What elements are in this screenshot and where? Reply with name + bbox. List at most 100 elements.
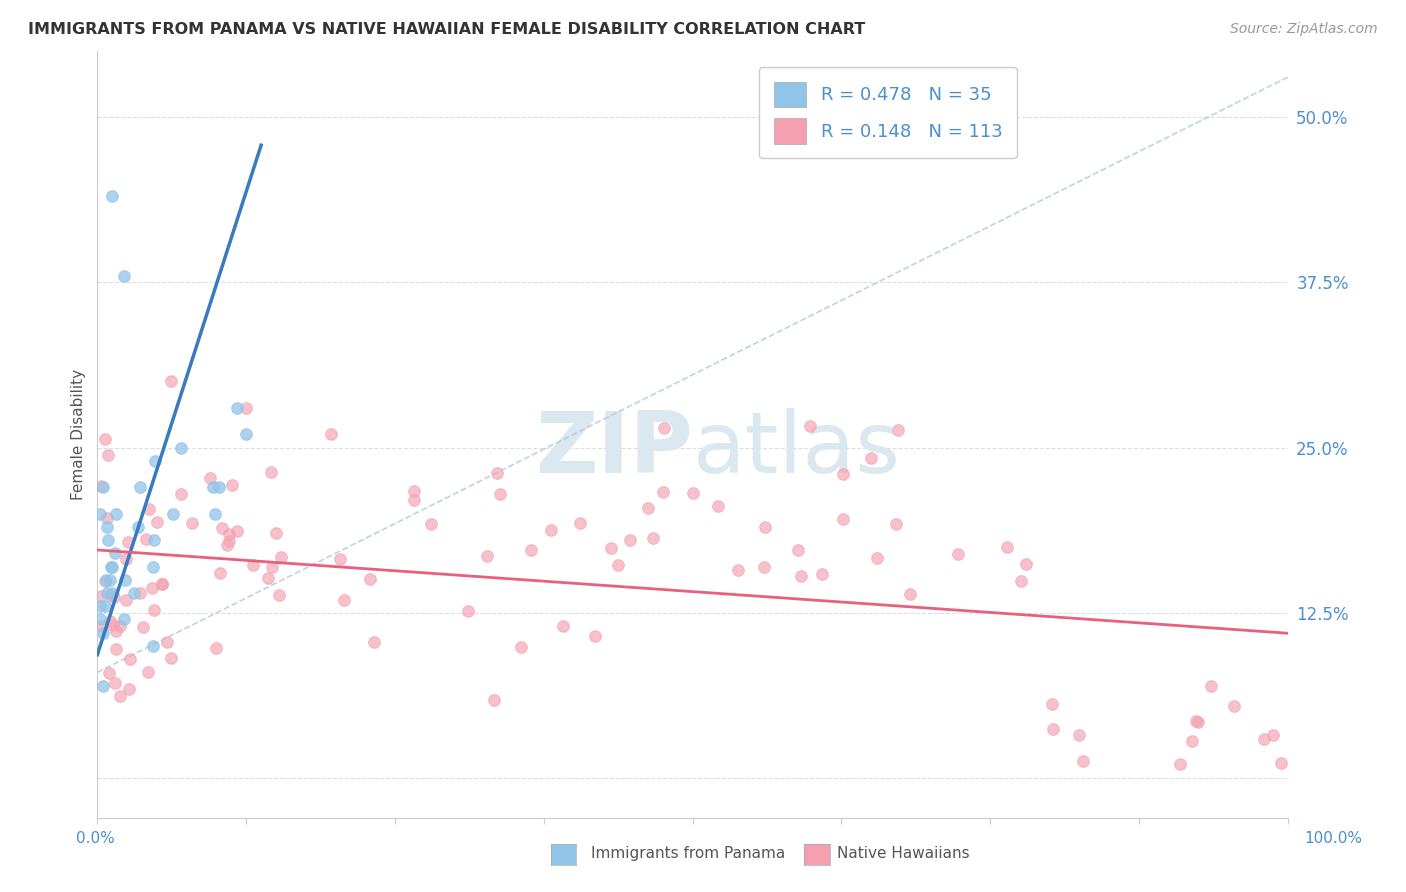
Point: [832, 467, 855, 481]
Point: [652, 485, 675, 500]
Point: [866, 551, 889, 566]
Point: [1201, 679, 1223, 693]
Text: atlas: atlas: [693, 409, 901, 491]
Point: [122, 586, 145, 600]
Point: [114, 592, 136, 607]
Point: [100, 189, 122, 203]
Point: [457, 604, 479, 618]
Point: [200, 470, 222, 484]
Point: [1067, 728, 1090, 742]
Point: [118, 652, 141, 666]
Point: [135, 533, 157, 547]
Point: [831, 511, 853, 525]
Point: [652, 421, 675, 435]
Point: [117, 535, 139, 549]
Point: [1261, 728, 1284, 742]
Point: [1040, 697, 1063, 711]
Point: [208, 566, 231, 581]
Point: [482, 693, 505, 707]
Point: [211, 521, 233, 535]
Point: [104, 546, 127, 560]
Point: [94, 599, 117, 614]
Legend: R = 0.478   N = 35, R = 0.148   N = 113: R = 0.478 N = 35, R = 0.148 N = 113: [759, 68, 1017, 158]
Point: [108, 619, 131, 633]
Point: [160, 375, 183, 389]
Point: [946, 547, 969, 561]
Point: [162, 507, 184, 521]
Point: [112, 613, 135, 627]
Point: [132, 620, 155, 634]
Point: [859, 450, 882, 465]
Point: [110, 689, 132, 703]
Point: [114, 573, 136, 587]
Point: [90, 589, 112, 603]
Point: [1071, 754, 1094, 768]
Point: [143, 454, 166, 468]
Point: [583, 629, 606, 643]
Point: [995, 540, 1018, 554]
Point: [225, 401, 247, 415]
Point: [787, 542, 810, 557]
Point: [104, 676, 127, 690]
Point: [180, 516, 202, 530]
Text: ZIP: ZIP: [534, 409, 693, 491]
Point: [142, 639, 165, 653]
Point: [98, 573, 121, 587]
Point: [146, 515, 169, 529]
Point: [1014, 558, 1036, 572]
Point: [218, 526, 240, 541]
Point: [599, 541, 621, 555]
Point: [94, 573, 117, 587]
Point: [94, 432, 117, 446]
Point: [754, 520, 776, 534]
Point: [100, 588, 122, 602]
Point: [510, 640, 533, 654]
Point: [1223, 698, 1246, 713]
Text: IMMIGRANTS FROM PANAMA VS NATIVE HAWAIIAN FEMALE DISABILITY CORRELATION CHART: IMMIGRANTS FROM PANAMA VS NATIVE HAWAIIA…: [28, 22, 865, 37]
Point: [150, 576, 173, 591]
Point: [89, 507, 111, 521]
Point: [363, 635, 385, 649]
Point: [359, 572, 381, 586]
Point: [264, 525, 287, 540]
Point: [260, 466, 283, 480]
Point: [682, 486, 704, 500]
Point: [790, 568, 813, 582]
Point: [799, 419, 821, 434]
Point: [637, 500, 659, 515]
Point: [129, 585, 152, 599]
Point: [100, 559, 122, 574]
Point: [242, 558, 264, 572]
Point: [96, 511, 118, 525]
Point: [101, 559, 124, 574]
Point: [94, 574, 117, 589]
Y-axis label: Female Disability: Female Disability: [72, 368, 86, 500]
Point: [89, 613, 111, 627]
Point: [118, 681, 141, 696]
Point: [257, 571, 280, 585]
Point: [93, 480, 115, 494]
Point: [142, 559, 165, 574]
Point: [105, 641, 128, 656]
Point: [156, 634, 179, 648]
Point: [540, 524, 562, 538]
Point: [100, 586, 122, 600]
Point: [129, 480, 152, 494]
Point: [141, 582, 163, 596]
Point: [520, 543, 543, 558]
Point: [886, 423, 908, 437]
Point: [811, 567, 834, 582]
Point: [215, 538, 238, 552]
Point: [551, 618, 574, 632]
Point: [98, 666, 121, 681]
Point: [169, 486, 191, 500]
Point: [170, 441, 193, 455]
Point: [260, 560, 283, 574]
Point: [225, 524, 247, 539]
Point: [91, 625, 114, 640]
Point: [270, 549, 292, 564]
Point: [727, 563, 749, 577]
Point: [267, 588, 290, 602]
Point: [402, 492, 425, 507]
Point: [329, 551, 352, 566]
